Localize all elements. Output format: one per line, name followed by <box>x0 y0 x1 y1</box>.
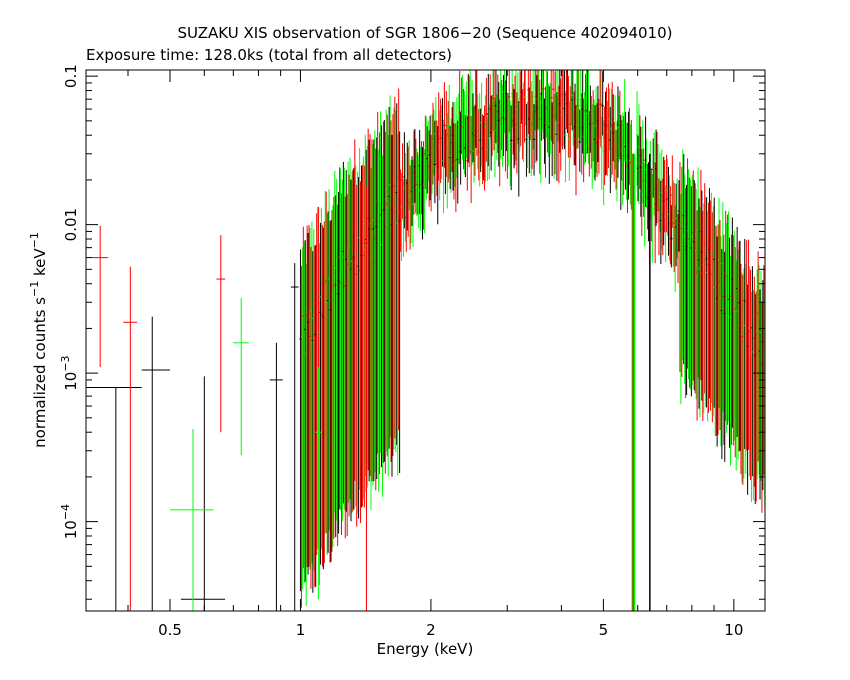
chart-title: SUZAKU XIS observation of SGR 1806−20 (S… <box>178 24 673 42</box>
x-tick-label: 1 <box>296 621 306 639</box>
plot-frame <box>85 69 766 612</box>
y-tick-exponent: −4 <box>59 504 72 520</box>
y-tick-label: 10−3 <box>59 355 80 390</box>
x-tick-label: 2 <box>426 621 436 639</box>
y-tick-label: 0.1 <box>62 64 80 88</box>
y-tick-base: 10 <box>62 372 80 391</box>
y-axis-label-mid: keV <box>31 248 49 281</box>
y-axis-label-main: normalized counts s <box>31 297 49 448</box>
y-axis: 10−410−30.010.1 <box>59 64 765 600</box>
x-tick-label: 0.5 <box>158 621 182 639</box>
plot-area <box>86 70 766 611</box>
x-tick-label: 10 <box>724 621 743 639</box>
y-tick-label: 0.01 <box>62 208 80 241</box>
x-axis-label: Energy (keV) <box>377 640 474 658</box>
y-axis-label: normalized counts s−1 keV−1 <box>28 232 49 448</box>
y-axis-label-sup2: −1 <box>28 232 41 248</box>
y-axis-label-sup1: −1 <box>28 281 41 297</box>
y-tick-exponent: −3 <box>59 355 72 371</box>
x-tick-label: 5 <box>599 621 609 639</box>
chart-subtitle: Exposure time: 128.0ks (total from all d… <box>86 46 452 64</box>
y-tick-base: 10 <box>62 520 80 539</box>
x-axis: 0.5 1 2 5 10 <box>127 70 743 639</box>
y-tick-label: 10−4 <box>59 504 80 539</box>
